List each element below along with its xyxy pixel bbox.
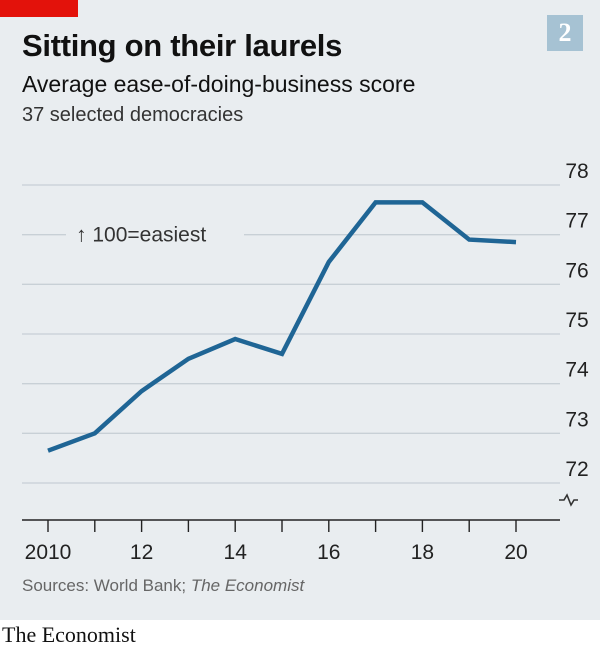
chart-number-badge: 2: [547, 15, 583, 51]
y-tick-label: 72: [565, 458, 588, 481]
x-tick-label: 16: [317, 541, 340, 564]
annotation-label: ↑ 100=easiest: [76, 224, 206, 247]
y-tick-label: 77: [565, 210, 588, 233]
series-line-0: [47, 200, 517, 453]
y-tick-label: 74: [565, 359, 589, 382]
y-tick-label: 75: [565, 309, 588, 332]
chart-panel: [0, 0, 600, 620]
chart-subtitle: Average ease-of-doing-business score: [22, 71, 416, 97]
x-tick-label: 12: [130, 541, 153, 564]
x-tick-label: 18: [411, 541, 434, 564]
chart-title: Sitting on their laurels: [22, 28, 343, 63]
y-tick-label: 78: [565, 160, 588, 183]
axis-break-icon: [559, 493, 578, 507]
annotation-bg: [66, 219, 244, 250]
x-tick-label: 2010: [25, 541, 72, 564]
x-tick-label: 14: [224, 541, 248, 564]
brand-logo: The Economist: [2, 622, 136, 647]
x-tick-label: 20: [504, 541, 527, 564]
line-chart: 72 73 74 75 76 77 78 ↑ 100=easiest 2010 12 14 16 18 2…: [22, 160, 589, 564]
y-tick-label: 76: [565, 259, 588, 282]
sources-prefix: Sources: World Bank;: [22, 576, 187, 595]
y-tick-label: 73: [565, 408, 588, 431]
chart-subtitle-secondary: 37 selected democracies: [22, 104, 244, 126]
sources-italic: The Economist: [190, 576, 305, 595]
red-tag: [0, 0, 78, 17]
sources-note: Sources: World Bank; The Economist: [22, 576, 304, 596]
